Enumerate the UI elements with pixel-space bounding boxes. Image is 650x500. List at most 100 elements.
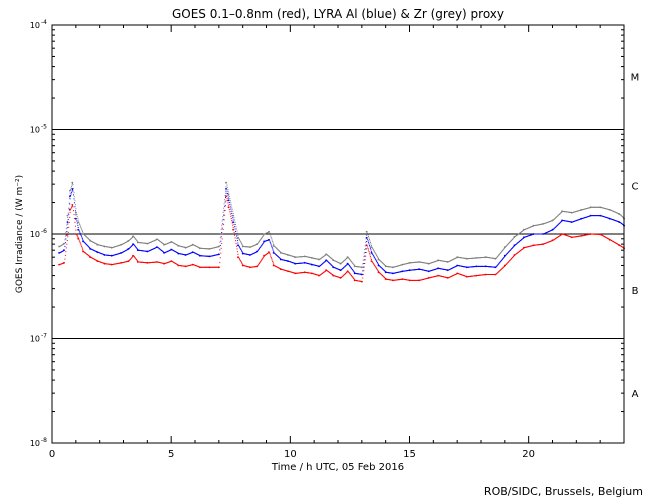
trace-dot: [133, 255, 134, 257]
trace-dot: [135, 238, 137, 240]
x-tick-label: 0: [49, 449, 55, 460]
trace-dot: [270, 255, 272, 257]
trace-dot: [504, 265, 506, 266]
trace-dot: [239, 248, 241, 250]
trace-dot: [378, 271, 379, 273]
trace-dot: [272, 249, 274, 251]
trace-dot: [69, 192, 71, 194]
trace-dot: [231, 206, 233, 208]
trace-dot: [224, 209, 226, 211]
trace-dot: [241, 243, 243, 245]
trace-dot: [72, 189, 73, 191]
trace-dot: [496, 256, 498, 258]
trace-dot: [135, 259, 137, 260]
trace-dot: [263, 234, 265, 236]
trace-dot: [236, 245, 237, 247]
trace-dot: [66, 220, 68, 222]
trace-dot: [371, 260, 373, 262]
trace-dot: [78, 239, 80, 241]
trace-dot: [263, 234, 265, 236]
trace-dot: [257, 243, 259, 244]
trace-dot: [361, 274, 363, 275]
trace-dot: [65, 251, 67, 253]
trace-dot: [269, 253, 271, 254]
trace-dot: [365, 241, 367, 243]
trace-dot: [271, 259, 273, 261]
trace-dot: [237, 253, 239, 255]
trace-dot: [372, 254, 374, 255]
trace-dot: [271, 245, 273, 247]
trace-dot: [242, 264, 244, 266]
trace-dot: [69, 197, 71, 199]
trace-dot: [221, 224, 223, 226]
y-tick-label: 10: [30, 126, 40, 135]
trace-dot: [362, 259, 364, 261]
trace-dot: [497, 255, 499, 257]
trace-dot: [71, 190, 73, 192]
trace-dot: [374, 265, 376, 267]
trace-dot: [261, 236, 263, 238]
trace-dot: [502, 258, 504, 260]
trace-dot: [366, 234, 368, 236]
trace-dot: [232, 219, 234, 221]
trace-dot: [79, 231, 81, 233]
trace-dot: [348, 257, 349, 259]
trace-dot: [376, 255, 378, 257]
trace-dot: [224, 205, 226, 207]
trace-dot: [497, 263, 499, 265]
trace-dot: [68, 202, 70, 204]
trace-dot: [351, 268, 353, 270]
trace-dot: [226, 197, 228, 199]
trace-dot: [74, 200, 76, 202]
trace-dot: [370, 257, 372, 259]
trace-dot: [137, 249, 139, 251]
trace-dot: [73, 192, 75, 194]
trace-dot: [349, 259, 351, 261]
flare-class-labels: M C B A: [631, 73, 640, 400]
trace-dot: [135, 239, 137, 241]
trace-dot: [262, 258, 264, 259]
trace-dot: [271, 238, 273, 240]
trace-dot: [223, 210, 225, 212]
trace-dot: [229, 213, 231, 215]
trace-dot: [376, 268, 378, 270]
trace-dot: [370, 249, 372, 251]
trace-dot: [222, 233, 224, 235]
trace-dot: [366, 237, 368, 239]
trace-dot: [269, 254, 271, 256]
trace-dot: [367, 238, 369, 240]
trace-dot: [366, 248, 368, 250]
trace-dot: [350, 274, 352, 276]
trace-dot: [262, 257, 264, 259]
trace-dot: [371, 253, 373, 255]
trace-dot: [71, 186, 73, 188]
trace-dot: [234, 234, 236, 236]
trace-dot: [82, 232, 84, 234]
trace-dot: [363, 252, 365, 254]
trace-dot: [67, 217, 69, 218]
trace-dot: [370, 250, 372, 252]
trace-dot: [81, 229, 83, 231]
trace-dot: [64, 242, 66, 244]
flare-class-label: C: [632, 182, 639, 193]
trace-dot: [240, 248, 242, 250]
x-axis: 0 5 10 15 20: [49, 25, 625, 460]
x-tick-label: 20: [522, 449, 535, 460]
trace-dot: [369, 255, 371, 257]
trace-dot: [260, 238, 262, 240]
trace-dot: [366, 241, 368, 242]
trace-dot: [508, 260, 510, 262]
trace-dot: [351, 261, 353, 263]
trace-dot: [353, 278, 355, 280]
trace-dot: [502, 248, 504, 250]
trace-dot: [134, 256, 135, 258]
trace-dot: [229, 198, 231, 199]
trace-dot: [365, 252, 367, 253]
series-goes-0-1-0-8nm: [58, 195, 625, 283]
trace-dot: [228, 193, 230, 195]
trace-dot: [261, 244, 263, 246]
trace-dot: [366, 244, 368, 246]
trace-dot: [71, 184, 73, 186]
trace-dot: [225, 186, 227, 188]
